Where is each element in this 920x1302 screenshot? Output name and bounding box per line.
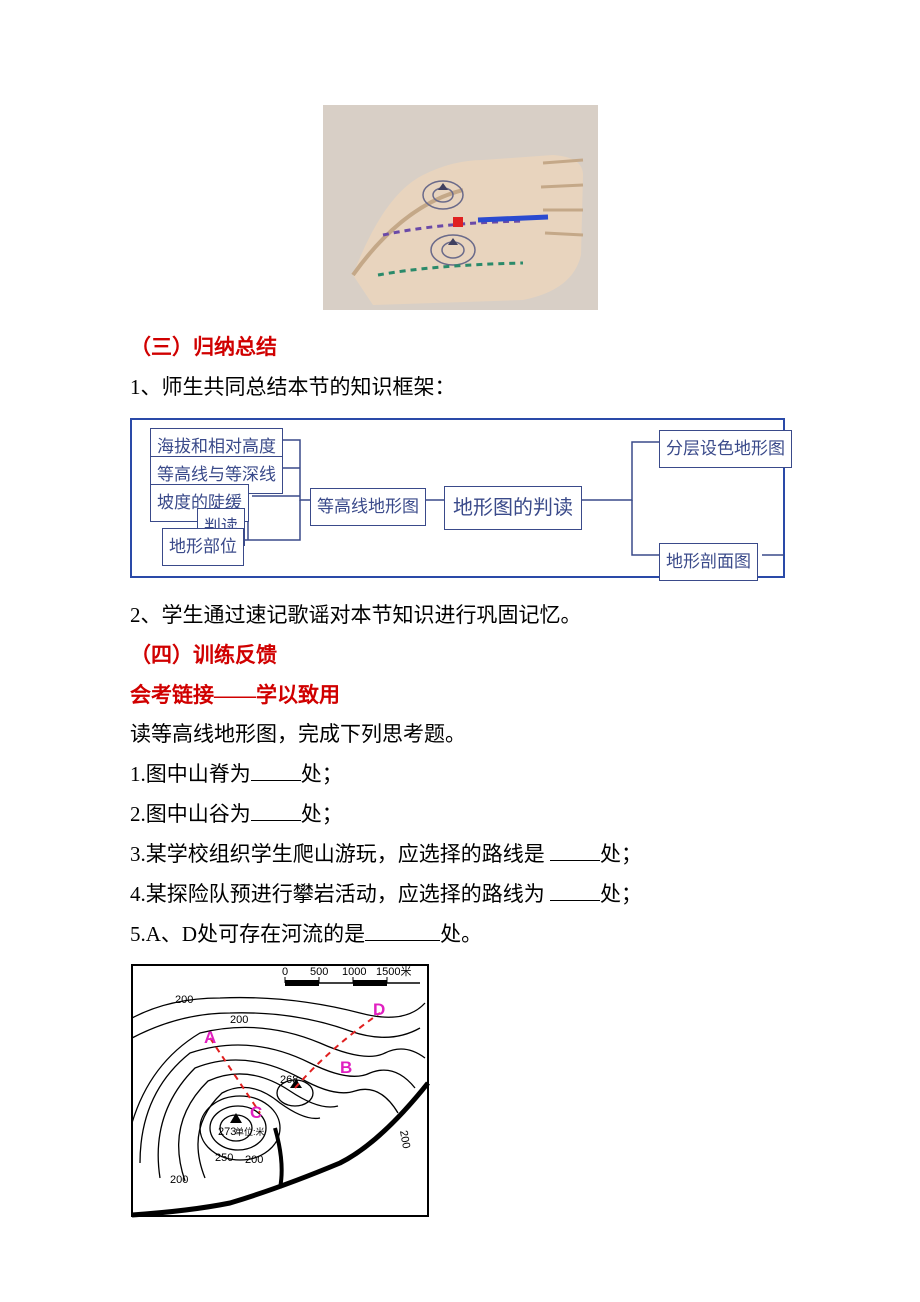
section-3-title: （三）归纳总结: [130, 328, 790, 368]
section-3-line1: 1、师生共同总结本节的知识框架：: [130, 368, 790, 408]
node-dixing: 地形部位: [162, 528, 244, 566]
map-label-C: C: [250, 1103, 262, 1122]
question-3: 3.某学校组织学生爬山游玩，应选择的路线是 处；: [130, 835, 790, 875]
svg-text:250: 250: [215, 1152, 233, 1164]
concept-map-frame: 海拔和相对高度 等高线与等深线 坡度的陡缓 判读 地形部位 等高线地形图 地形图…: [130, 418, 785, 578]
section-4-subtitle: 会考链接——学以致用: [130, 676, 790, 716]
node-layer: 分层设色地形图: [659, 430, 792, 468]
map-label-A: A: [204, 1028, 216, 1047]
question-4: 4.某探险队预进行攀岩活动，应选择的路线为 处；: [130, 875, 790, 915]
svg-text:200: 200: [245, 1154, 263, 1166]
q4-text-a: 4.某探险队预进行攀岩活动，应选择的路线为: [130, 882, 550, 906]
hand-contour-photo: [323, 105, 598, 310]
svg-text:268: 268: [280, 1074, 298, 1086]
q4-blank: [550, 878, 600, 901]
q2-blank: [251, 798, 301, 821]
node-contour-map: 等高线地形图: [310, 488, 426, 526]
svg-text:273: 273: [218, 1126, 236, 1138]
section-4-title: （四）训练反馈: [130, 636, 790, 676]
svg-text:200: 200: [170, 1174, 188, 1186]
q4-text-b: 处；: [600, 882, 642, 906]
q5-blank: [365, 918, 440, 941]
q5-text-a: 5.A、D处可存在河流的是: [130, 922, 365, 946]
q2-text-b: 处；: [301, 802, 343, 826]
question-1: 1.图中山脊为 处；: [130, 755, 790, 795]
q1-text-a: 1.图中山脊为: [130, 762, 251, 786]
question-5: 5.A、D处可存在河流的是 处。: [130, 915, 790, 955]
section-3-line2: 2、学生通过速记歌谣对本节知识进行巩固记忆。: [130, 596, 790, 636]
node-center: 地形图的判读: [444, 486, 582, 530]
q1-blank: [251, 758, 301, 781]
q3-blank: [550, 838, 600, 861]
svg-text:500: 500: [310, 966, 328, 978]
svg-text:1000: 1000: [342, 966, 366, 978]
svg-text:0: 0: [282, 966, 288, 978]
question-2: 2.图中山谷为 处；: [130, 795, 790, 835]
q2-text-a: 2.图中山谷为: [130, 802, 251, 826]
svg-text:1500米: 1500米: [376, 965, 411, 978]
map-label-B: B: [340, 1058, 352, 1077]
svg-text:200: 200: [175, 994, 193, 1006]
section-4-intro: 读等高线地形图，完成下列思考题。: [130, 715, 790, 755]
map-label-D: D: [373, 1000, 385, 1019]
svg-text:200: 200: [230, 1014, 248, 1026]
svg-text:单位:米: 单位:米: [235, 1126, 265, 1137]
contour-topographic-map: 0 500 1000 1500米 200 200 200 250 200 200…: [130, 963, 430, 1218]
node-profile: 地形剖面图: [659, 543, 758, 581]
q3-text-a: 3.某学校组织学生爬山游玩，应选择的路线是: [130, 842, 550, 866]
q5-text-b: 处。: [440, 922, 482, 946]
q1-text-b: 处；: [301, 762, 343, 786]
q3-text-b: 处；: [600, 842, 642, 866]
